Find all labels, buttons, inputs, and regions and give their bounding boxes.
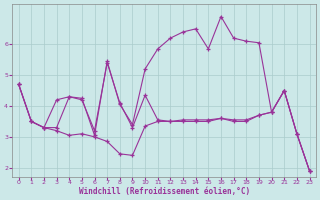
X-axis label: Windchill (Refroidissement éolien,°C): Windchill (Refroidissement éolien,°C) — [78, 187, 250, 196]
